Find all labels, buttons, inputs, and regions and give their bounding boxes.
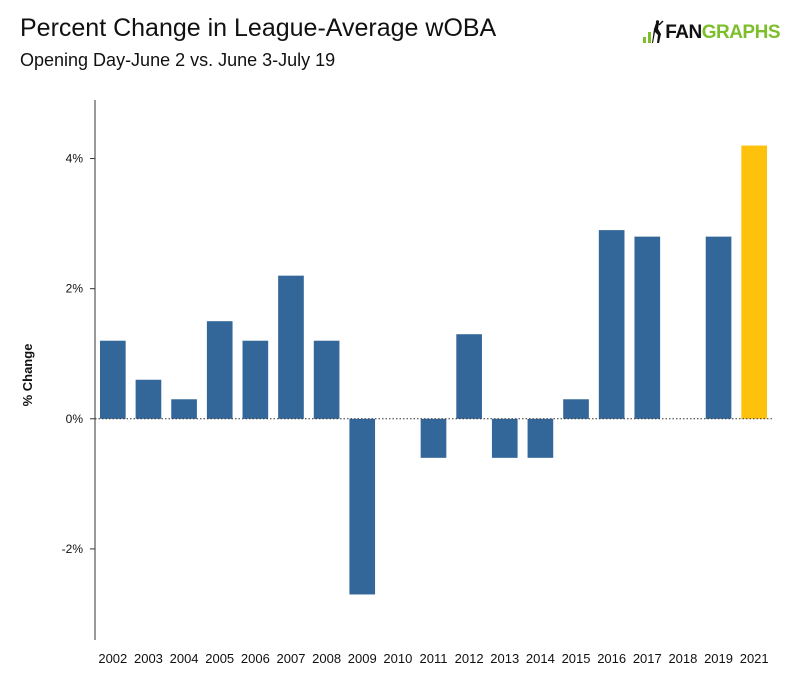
y-axis-label: % Change [20,344,35,407]
bar-2019 [705,236,732,419]
y-tick-label: 0% [66,412,84,426]
y-tick-label: 2% [66,282,84,296]
bar-2003 [135,379,162,419]
chart-subtitle: Opening Day-June 2 vs. June 3-July 19 [20,50,336,70]
bar-2008 [313,340,340,419]
x-tick-label-2012: 2012 [455,651,484,666]
logo-text-fan: FAN [665,22,702,43]
x-tick-label-2010: 2010 [383,651,412,666]
x-tick-label-2009: 2009 [348,651,377,666]
x-axis-labels: 2002 2003 2004 2005 2006 2007 2008 2009 2010 2011… [98,651,768,666]
x-tick-label-2006: 2006 [241,651,270,666]
x-tick-label-2014: 2014 [526,651,555,666]
bar-2014 [527,418,554,458]
x-tick-label-2004: 2004 [170,651,199,666]
x-tick-label-2007: 2007 [277,651,306,666]
bar-2013 [491,418,518,458]
x-tick-label-2016: 2016 [597,651,626,666]
bar-2004 [171,399,197,419]
bar-2015 [563,399,589,419]
bar-2012 [456,334,482,419]
logo-text-graphs: GRAPHS [701,22,781,43]
y-axis-ticks: -2% 0% 2% 4% [62,152,95,556]
x-tick-label-2015: 2015 [562,651,591,666]
bar-2005 [206,321,233,419]
bar-2006 [242,340,269,419]
bar-2017 [634,236,661,419]
bar-2009 [349,418,376,595]
x-tick-label-2017: 2017 [633,651,662,666]
x-tick-label-2018: 2018 [668,651,697,666]
x-tick-label-2003: 2003 [134,651,163,666]
fangraphs-batter-icon [643,20,664,43]
x-tick-label-2019: 2019 [704,651,733,666]
x-tick-label-2008: 2008 [312,651,341,666]
bar-2007 [278,275,304,419]
x-tick-label-2013: 2013 [490,651,519,666]
chart-title: Percent Change in League-Average wOBA [20,14,497,42]
bar-2011 [420,418,447,458]
bars [99,145,768,595]
bar-2021 [741,145,768,419]
x-tick-label-2002: 2002 [98,651,127,666]
y-tick-label: -2% [62,542,84,556]
x-tick-label-2011: 2011 [420,651,448,666]
bar-2002 [99,340,126,419]
x-tick-label-2005: 2005 [205,651,234,666]
y-tick-label: 4% [66,152,84,166]
x-tick-label-2021: 2021 [740,651,769,666]
fangraphs-logo: FANGRAPHS [642,20,781,46]
bar-2016 [598,230,625,419]
